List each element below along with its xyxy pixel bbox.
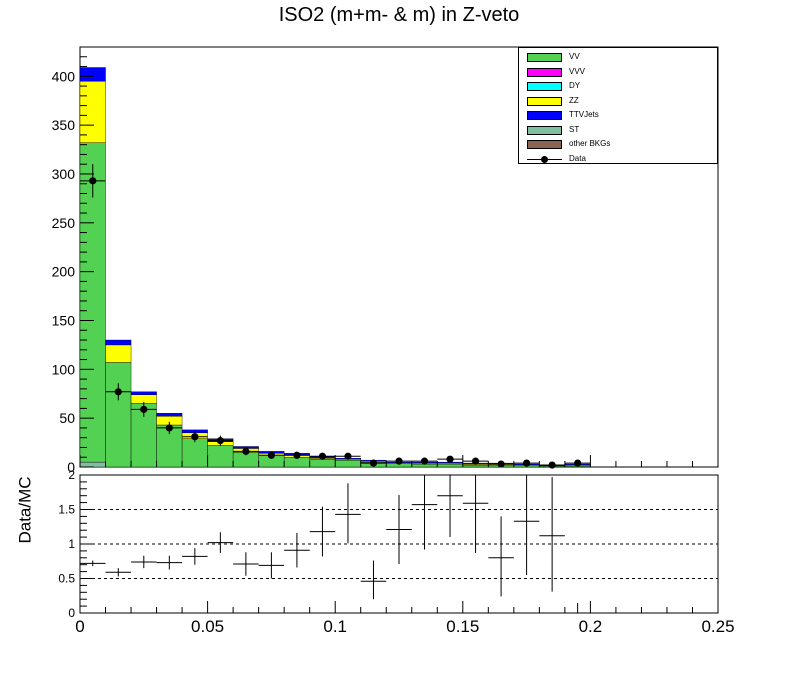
data-point bbox=[523, 459, 530, 466]
ratio-y-tick-label: 0.5 bbox=[58, 572, 75, 586]
stack-bar-vv bbox=[463, 465, 489, 467]
legend-swatch bbox=[527, 97, 562, 106]
legend: VV VVV DY ZZ TTVJets ST other BKGs Data bbox=[518, 47, 718, 164]
legend-entry-st: ST bbox=[519, 124, 717, 138]
x-tick-label: 0.2 bbox=[579, 617, 603, 636]
data-point bbox=[421, 458, 428, 465]
data-point bbox=[549, 461, 556, 468]
stack-bar-vv bbox=[208, 446, 234, 467]
legend-swatch bbox=[527, 68, 562, 77]
data-point bbox=[574, 459, 581, 466]
data-point bbox=[268, 452, 275, 459]
data-point bbox=[140, 406, 147, 413]
legend-entry-ttvjets: TTVJets bbox=[519, 109, 717, 123]
x-tick-label: 0.1 bbox=[323, 617, 347, 636]
x-tick-label: 0.15 bbox=[446, 617, 479, 636]
legend-swatch bbox=[527, 140, 562, 149]
ratio-y-tick-label: 1 bbox=[68, 537, 75, 551]
data-point bbox=[166, 424, 173, 431]
ratio-y-tick-label: 1.5 bbox=[58, 503, 75, 517]
data-point bbox=[344, 453, 351, 460]
legend-entry-other-bkgs: other BKGs bbox=[519, 138, 717, 152]
data-point bbox=[242, 448, 249, 455]
legend-swatch bbox=[527, 126, 562, 135]
data-point bbox=[446, 456, 453, 463]
ratio-y-axis-label: Data/MC bbox=[16, 476, 36, 543]
main-y-tick-label: 150 bbox=[52, 312, 76, 328]
legend-swatch bbox=[527, 53, 562, 62]
data-point bbox=[217, 437, 224, 444]
data-point bbox=[370, 459, 377, 466]
data-point bbox=[89, 177, 96, 184]
legend-marker-line bbox=[527, 159, 562, 160]
x-tick-label: 0 bbox=[75, 617, 84, 636]
x-tick-label: 0.05 bbox=[191, 617, 224, 636]
ratio-y-tick-label: 0 bbox=[68, 606, 75, 620]
legend-label: Data bbox=[569, 154, 586, 163]
data-point bbox=[319, 453, 326, 460]
legend-label: other BKGs bbox=[569, 139, 610, 148]
legend-entry-vv: VV bbox=[519, 51, 717, 65]
main-y-tick-label: 50 bbox=[59, 410, 75, 426]
stack-bar-ttvjets bbox=[106, 340, 132, 345]
main-y-tick-label: 300 bbox=[52, 166, 76, 182]
legend-label: DY bbox=[569, 81, 580, 90]
main-y-tick-label: 350 bbox=[52, 117, 76, 133]
legend-entry-vvv: VVV bbox=[519, 66, 717, 80]
ratio-y-tick-label: 2 bbox=[68, 468, 75, 482]
stack-bar-ttvjets bbox=[131, 392, 157, 395]
legend-swatch bbox=[527, 82, 562, 91]
data-point bbox=[293, 452, 300, 459]
stack-bar-zz bbox=[80, 81, 106, 143]
stack-bar-vv bbox=[182, 439, 208, 467]
legend-label: TTVJets bbox=[569, 110, 599, 119]
main-y-tick-label: 100 bbox=[52, 361, 76, 377]
main-y-tick-label: 400 bbox=[52, 68, 76, 84]
data-point bbox=[472, 458, 479, 465]
stack-bar-vv bbox=[310, 459, 336, 467]
legend-label: ZZ bbox=[569, 96, 579, 105]
legend-label: ST bbox=[569, 125, 579, 134]
data-point bbox=[497, 460, 504, 467]
data-point bbox=[191, 433, 198, 440]
stack-bar-ttvjets bbox=[157, 413, 183, 416]
data-point bbox=[115, 388, 122, 395]
x-tick-label: 0.25 bbox=[701, 617, 734, 636]
main-y-tick-label: 200 bbox=[52, 264, 76, 280]
legend-entry-zz: ZZ bbox=[519, 95, 717, 109]
data-point bbox=[395, 458, 402, 465]
stack-bar-vv bbox=[106, 362, 132, 467]
stack-bar-vv bbox=[437, 464, 463, 467]
stack-bar-st bbox=[80, 462, 106, 467]
main-y-tick-label: 250 bbox=[52, 215, 76, 231]
stack-bar-zz bbox=[106, 345, 132, 363]
stack-bar-ttvjets bbox=[80, 68, 106, 82]
legend-label: VV bbox=[569, 52, 580, 61]
legend-entry-dy: DY bbox=[519, 80, 717, 94]
legend-entry-data: Data bbox=[519, 153, 717, 167]
legend-marker-dot bbox=[541, 156, 548, 163]
legend-label: VVV bbox=[569, 67, 585, 76]
stack-bar-vv bbox=[335, 460, 361, 467]
legend-swatch bbox=[527, 111, 562, 120]
